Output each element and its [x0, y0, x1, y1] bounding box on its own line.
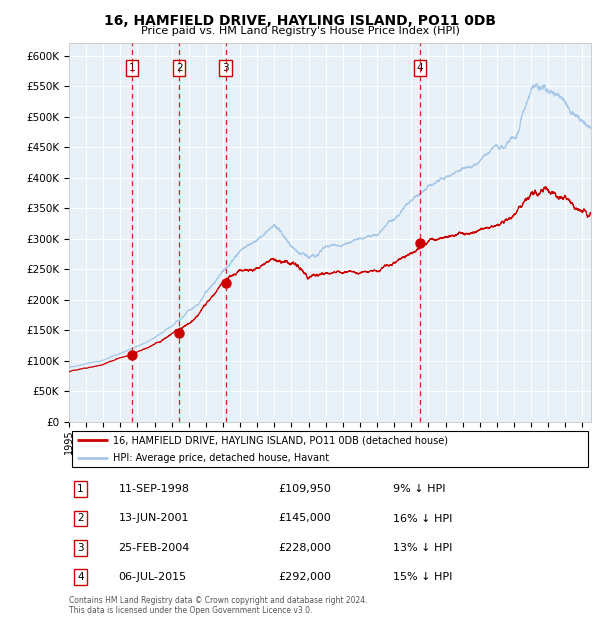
Text: 13-JUN-2001: 13-JUN-2001	[119, 513, 189, 523]
Text: 2: 2	[77, 513, 84, 523]
Text: 16, HAMFIELD DRIVE, HAYLING ISLAND, PO11 0DB (detached house): 16, HAMFIELD DRIVE, HAYLING ISLAND, PO11…	[113, 435, 448, 445]
Text: 15% ↓ HPI: 15% ↓ HPI	[392, 572, 452, 582]
Text: 1: 1	[77, 484, 84, 494]
Text: Contains HM Land Registry data © Crown copyright and database right 2024.
This d: Contains HM Land Registry data © Crown c…	[69, 596, 367, 615]
Text: 9% ↓ HPI: 9% ↓ HPI	[392, 484, 445, 494]
Text: 11-SEP-1998: 11-SEP-1998	[119, 484, 190, 494]
Text: 4: 4	[417, 63, 424, 73]
Text: £145,000: £145,000	[278, 513, 331, 523]
Text: 3: 3	[77, 543, 84, 553]
Text: £109,950: £109,950	[278, 484, 331, 494]
Text: Price paid vs. HM Land Registry's House Price Index (HPI): Price paid vs. HM Land Registry's House …	[140, 26, 460, 36]
Text: 25-FEB-2004: 25-FEB-2004	[119, 543, 190, 553]
Text: £228,000: £228,000	[278, 543, 331, 553]
Text: £292,000: £292,000	[278, 572, 331, 582]
Text: 16% ↓ HPI: 16% ↓ HPI	[392, 513, 452, 523]
Text: 3: 3	[222, 63, 229, 73]
Text: 13% ↓ HPI: 13% ↓ HPI	[392, 543, 452, 553]
Text: HPI: Average price, detached house, Havant: HPI: Average price, detached house, Hava…	[113, 453, 329, 463]
FancyBboxPatch shape	[71, 431, 588, 467]
Text: 06-JUL-2015: 06-JUL-2015	[119, 572, 187, 582]
Text: 1: 1	[129, 63, 136, 73]
Text: 16, HAMFIELD DRIVE, HAYLING ISLAND, PO11 0DB: 16, HAMFIELD DRIVE, HAYLING ISLAND, PO11…	[104, 14, 496, 28]
Text: 2: 2	[176, 63, 182, 73]
Text: 4: 4	[77, 572, 84, 582]
